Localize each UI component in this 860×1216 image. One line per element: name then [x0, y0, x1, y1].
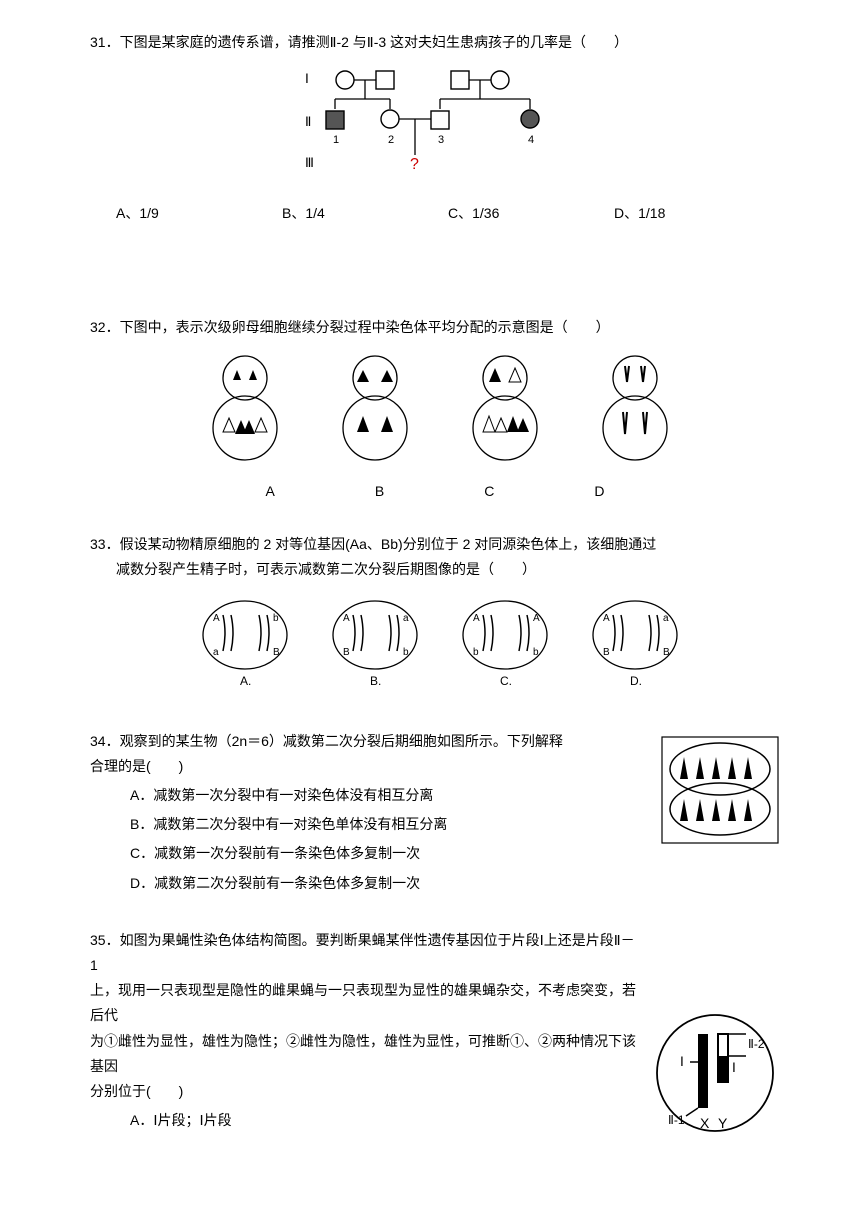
- svg-text:a: a: [663, 613, 669, 624]
- q31-text: 下图是某家庭的遗传系谱，请推测Ⅱ-2 与Ⅱ-3 这对夫妇生患病孩子的几率是（ ）: [120, 30, 628, 55]
- cell-b: [343, 356, 407, 460]
- question-33: 33． 假设某动物精原细胞的 2 对等位基因(Aa、Bb)分别位于 2 对同源染…: [90, 532, 780, 701]
- q35-number: 35．: [90, 932, 120, 948]
- question-32: 32． 下图中，表示次级卵母细胞继续分裂过程中染色体平均分配的示意图是（ ）: [90, 315, 780, 505]
- svg-text:Y: Y: [718, 1115, 728, 1131]
- cell-a: [213, 356, 277, 460]
- question-34: 34． 观察到的某生物（2n＝6）减数第二次分裂后期细胞如图所示。下列解释 合理…: [90, 729, 780, 900]
- svg-text:Ⅰ: Ⅰ: [732, 1060, 736, 1075]
- q35-text: 如图为果蝇性染色体结构简图。要判断果蝇某伴性遗传基因位于片段Ⅰ上还是片段Ⅱ－1: [90, 932, 635, 973]
- svg-text:A: A: [533, 613, 540, 624]
- q31-options: A、1/9 B、1/4 C、1/36 D、1/18: [116, 201, 780, 226]
- question-35: Ⅱ-2 Ⅰ Ⅰ Ⅱ-1 X Y 35．如图为果蝇性染色体结构简图。要判断果蝇某伴…: [90, 928, 780, 1134]
- cell33-c: A A b b C.: [463, 601, 547, 688]
- svg-text:B: B: [343, 647, 350, 658]
- q33-text2: 减数分裂产生精子时，可表示减数第二次分裂后期图像的是（ ）: [116, 557, 780, 582]
- q32-label-c: C: [484, 479, 494, 504]
- cell33-b: Aa Bb B.: [333, 601, 417, 688]
- q34-number: 34．: [90, 729, 120, 754]
- q31-opt-a: A、1/9: [116, 201, 282, 226]
- q34-choice-d: D．减数第二次分裂前有一条染色体多复制一次: [130, 871, 780, 896]
- svg-text:Ⅱ-2: Ⅱ-2: [748, 1037, 765, 1051]
- q32-label-a: A: [266, 479, 275, 504]
- q33-ld: D.: [630, 674, 642, 688]
- q32-text: 下图中，表示次级卵母细胞继续分裂过程中染色体平均分配的示意图是（ ）: [120, 315, 610, 340]
- q33-diagram: Ab a B A. Aa Bb B. A A b b C.: [90, 593, 780, 701]
- cell-c: [473, 356, 537, 460]
- svg-text:B: B: [663, 647, 670, 658]
- svg-text:b: b: [273, 613, 279, 624]
- svg-text:b: b: [473, 647, 479, 658]
- svg-text:1: 1: [333, 134, 339, 146]
- svg-text:A: A: [213, 613, 220, 624]
- svg-text:A: A: [343, 613, 350, 624]
- gen1-label: Ⅰ: [305, 71, 309, 86]
- gen3-label: Ⅲ: [305, 155, 314, 170]
- svg-text:A: A: [603, 613, 610, 624]
- q34-text: 观察到的某生物（2n＝6）减数第二次分裂后期细胞如图所示。下列解释: [120, 729, 563, 754]
- svg-text:A: A: [473, 613, 480, 624]
- q31-number: 31．: [90, 30, 120, 55]
- svg-text:2: 2: [388, 134, 394, 146]
- svg-text:B: B: [603, 647, 610, 658]
- svg-text:a: a: [213, 647, 219, 658]
- q31-opt-b: B、1/4: [282, 201, 448, 226]
- q32-diagram: [90, 350, 780, 473]
- q32-labels: A B C D: [90, 479, 780, 504]
- q33-lc: C.: [500, 674, 512, 688]
- q31-opt-d: D、1/18: [614, 201, 780, 226]
- q31-pedigree-diagram: Ⅰ Ⅱ 1 2 3 4 Ⅲ ?: [90, 63, 780, 191]
- question-31: 31． 下图是某家庭的遗传系谱，请推测Ⅱ-2 与Ⅱ-3 这对夫妇生患病孩子的几率…: [90, 30, 780, 227]
- q32-label-d: D: [594, 479, 604, 504]
- q33-lb: B.: [370, 674, 381, 688]
- q34-diagram: [660, 735, 780, 853]
- q35-diagram: Ⅱ-2 Ⅰ Ⅰ Ⅱ-1 X Y: [650, 1008, 780, 1146]
- svg-text:Ⅱ-1: Ⅱ-1: [668, 1113, 685, 1127]
- svg-text:a: a: [403, 613, 409, 624]
- svg-text:X: X: [700, 1115, 710, 1131]
- cell-d: [603, 356, 667, 460]
- svg-text:?: ?: [410, 156, 419, 173]
- q31-opt-c: C、1/36: [448, 201, 614, 226]
- svg-text:4: 4: [528, 134, 534, 146]
- svg-text:Ⅰ: Ⅰ: [680, 1054, 684, 1069]
- q32-label-b: B: [375, 479, 384, 504]
- svg-text:B: B: [273, 647, 280, 658]
- q33-la: A.: [240, 674, 251, 688]
- svg-text:b: b: [533, 647, 539, 658]
- q33-number: 33．: [90, 532, 120, 557]
- cell33-d: Aa B B D.: [593, 601, 677, 688]
- cell33-a: Ab a B A.: [203, 601, 287, 688]
- svg-text:3: 3: [438, 134, 444, 146]
- svg-text:b: b: [403, 647, 409, 658]
- gen2-label: Ⅱ: [305, 114, 311, 129]
- q32-number: 32．: [90, 315, 120, 340]
- q33-text: 假设某动物精原细胞的 2 对等位基因(Aa、Bb)分别位于 2 对同源染色体上，…: [120, 532, 657, 557]
